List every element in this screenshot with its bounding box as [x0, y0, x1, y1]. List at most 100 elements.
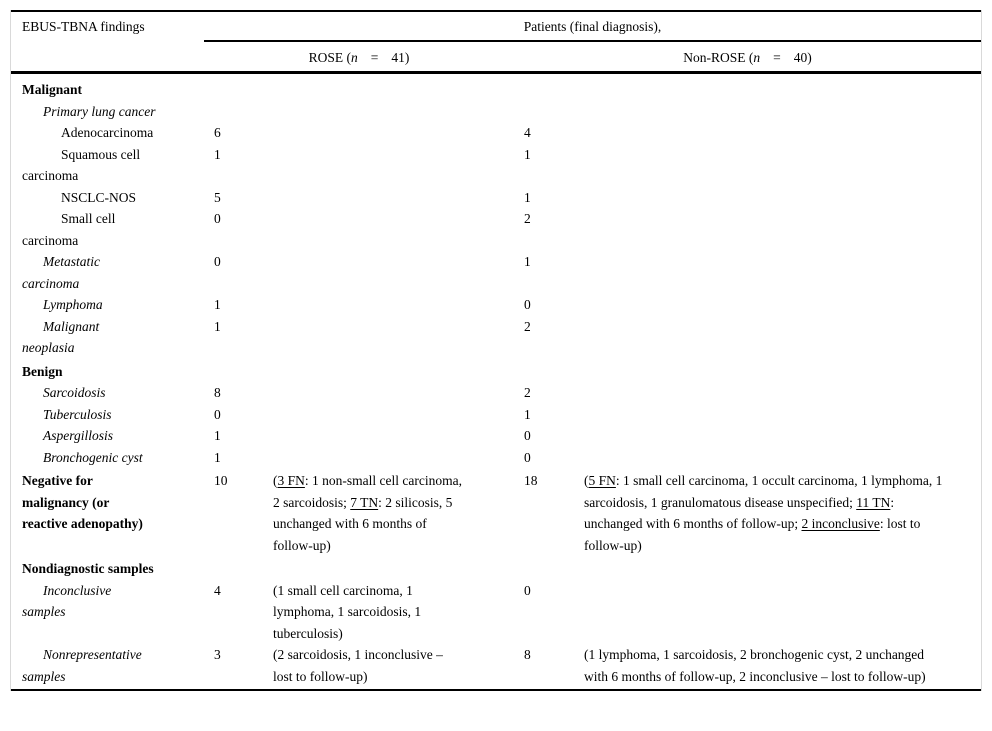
- row-label: Primary lung cancer: [43, 103, 156, 119]
- rose-note: (3 FN: 1 non-small cell carcinoma, 2 sar…: [273, 473, 462, 553]
- rose-count: 1: [214, 146, 221, 162]
- nonrose-note: [574, 447, 981, 469]
- nonrose-count: 2: [524, 318, 531, 334]
- rose-note: [264, 382, 514, 404]
- nonrose-count: [514, 79, 574, 101]
- rose-note: [264, 558, 514, 580]
- nonrose-note: [574, 122, 981, 144]
- nonrose-note: [574, 361, 981, 383]
- rose-count: 1: [214, 297, 221, 312]
- nonrose-count: 1: [524, 146, 531, 162]
- findings-column-header: EBUS-TBNA findings: [22, 19, 145, 34]
- row-label: Squamous cell carcinoma: [22, 146, 141, 184]
- row-label: NSCLC-NOS: [61, 189, 137, 205]
- rose-count: 3: [214, 647, 221, 662]
- row-label: Inconclusive samples: [22, 582, 112, 620]
- table-row: Metastatic carcinoma 0 1: [11, 251, 981, 294]
- nonrose-note: (5 FN: 1 small cell carcinoma, 1 occult …: [584, 473, 943, 553]
- header-row-span: EBUS-TBNA findings Patients (final diagn…: [11, 12, 981, 42]
- equals-sign: =: [370, 50, 379, 65]
- nonrose-note: [574, 294, 981, 316]
- nonrose-note: [574, 208, 981, 251]
- rose-count: [204, 101, 264, 123]
- nonrose-count: 0: [524, 297, 531, 312]
- nonrose-count: 2: [524, 211, 531, 226]
- row-label: Adenocarcinoma: [61, 125, 154, 140]
- nonrose-note: [574, 144, 981, 187]
- rose-count: [204, 79, 264, 101]
- table-row: Inconclusive samples 4 (1 small cell car…: [11, 580, 981, 645]
- nonrose-note: [574, 382, 981, 404]
- nonrose-count: 4: [524, 125, 531, 140]
- nonrose-count: 0: [524, 582, 531, 598]
- rose-count: 10: [214, 473, 228, 488]
- rose-count: 0: [214, 211, 221, 226]
- rose-count: 1: [214, 428, 221, 443]
- table-row: Squamous cell carcinoma 1 1: [11, 144, 981, 187]
- table-row: Negative for malignancy (or reactive ade…: [11, 470, 981, 556]
- nonrose-count: 8: [524, 647, 531, 662]
- rose-note: [264, 187, 514, 209]
- nonrose-count: 1: [524, 254, 531, 269]
- n-variable: n: [351, 50, 358, 65]
- table-body: Malignant Primary lung cancer Adenocarci…: [11, 74, 981, 691]
- rose-note: [264, 122, 514, 144]
- row-label: Small cell carcinoma: [22, 211, 116, 248]
- header-row-groups: ROSE (n = 41) Non-ROSE (n = 40): [11, 42, 981, 74]
- table-row: Primary lung cancer: [11, 101, 981, 123]
- nonrose-group-header: Non-ROSE (n = 40): [514, 42, 981, 71]
- nonrose-count: [514, 558, 574, 580]
- nonrose-note: (1 lymphoma, 1 sarcoidosis, 2 bronchogen…: [584, 647, 926, 684]
- table-row: Tuberculosis 0 1: [11, 404, 981, 426]
- rose-note: [264, 144, 514, 187]
- rose-count: 0: [214, 406, 221, 422]
- table-row: Adenocarcinoma 6 4: [11, 122, 981, 144]
- rose-count: 0: [214, 254, 221, 269]
- table-row: NSCLC-NOS 5 1: [11, 187, 981, 209]
- nonrose-count: 0: [524, 428, 531, 443]
- rose-count: 5: [214, 189, 221, 205]
- table-row: Malignant neoplasia 1 2: [11, 316, 981, 359]
- rose-count: 6: [214, 125, 221, 140]
- nonrose-count: 2: [524, 385, 531, 400]
- row-label: Lymphoma: [43, 297, 103, 312]
- row-label: Malignant neoplasia: [22, 318, 100, 356]
- row-label: Negative for malignancy (or reactive ade…: [22, 473, 143, 531]
- rose-note: [264, 79, 514, 101]
- nonrose-count: 18: [524, 473, 538, 488]
- row-label: Metastatic carcinoma: [22, 254, 100, 291]
- table-row: Nondiagnostic samples: [11, 558, 981, 580]
- rose-note: [264, 251, 514, 294]
- rose-note: [264, 294, 514, 316]
- table-header: EBUS-TBNA findings Patients (final diagn…: [11, 10, 981, 74]
- rose-note: [264, 101, 514, 123]
- nonrose-n-value: 40): [793, 50, 812, 65]
- table-row: Small cell carcinoma 0 2: [11, 208, 981, 251]
- rose-note: (2 sarcoidosis, 1 inconclusive – lost to…: [273, 647, 443, 684]
- row-label: Sarcoidosis: [43, 385, 106, 400]
- nonrose-count: [514, 361, 574, 383]
- rose-label: ROSE (: [308, 50, 351, 65]
- table-row: Benign: [11, 361, 981, 383]
- rose-count: 8: [214, 385, 221, 400]
- rose-count: [204, 558, 264, 580]
- n-variable: n: [753, 50, 761, 65]
- nonrose-note: [574, 79, 981, 101]
- table-row: Aspergillosis 1 0: [11, 425, 981, 447]
- ebus-tbna-results-table: EBUS-TBNA findings Patients (final diagn…: [10, 10, 982, 691]
- rose-n-value: 41): [391, 50, 410, 65]
- table-row: Lymphoma 1 0: [11, 294, 981, 316]
- rose-note: [264, 425, 514, 447]
- row-label: Tuberculosis: [43, 406, 112, 422]
- row-label: Bronchogenic cyst: [43, 449, 143, 465]
- nonrose-note: [574, 404, 981, 426]
- table-row: Sarcoidosis 8 2: [11, 382, 981, 404]
- nonrose-count: [514, 101, 574, 123]
- row-label: Nondiagnostic samples: [22, 561, 154, 576]
- nonrose-note: [574, 580, 981, 645]
- equals-sign: =: [773, 50, 781, 65]
- rose-group-header: ROSE (n = 41): [204, 42, 514, 71]
- rose-note: [264, 447, 514, 469]
- patients-span-header: Patients (final diagnosis),: [204, 12, 981, 42]
- table-row: Nonrepresentative samples 3 (2 sarcoidos…: [11, 644, 981, 687]
